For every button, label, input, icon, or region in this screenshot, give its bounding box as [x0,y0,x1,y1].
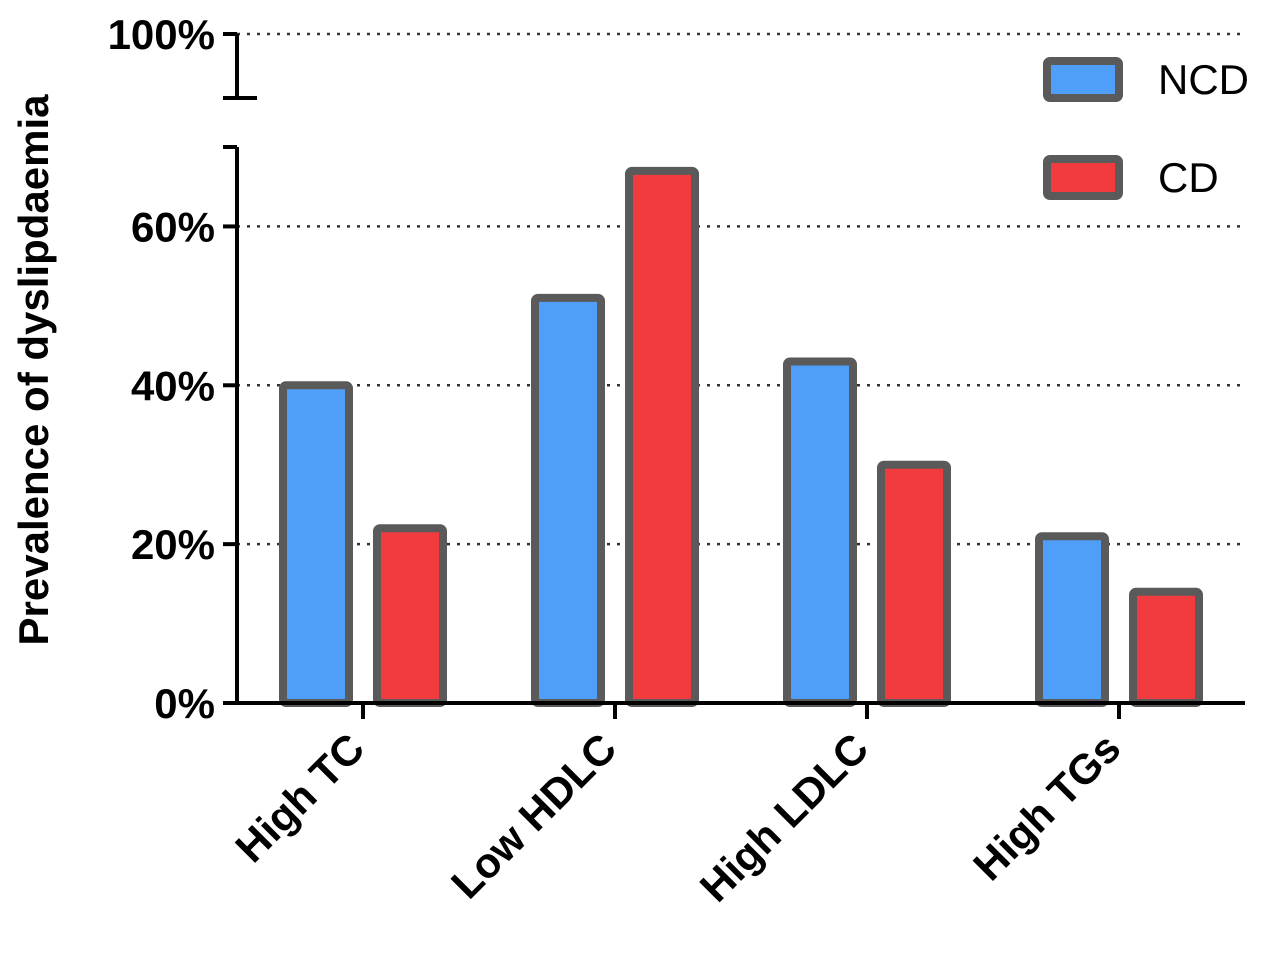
bar-ncd-0 [279,381,353,707]
gridlines [237,32,1245,546]
legend-swatch-ncd [1043,57,1123,102]
bar-cd-1 [625,166,699,708]
bar-cd-2 [877,460,951,708]
y-tick-labels: 0% 20% 40% 60% 100% [108,11,215,727]
bar-ncd-2 [783,357,857,707]
axes [223,32,1245,719]
legend-label-ncd: NCD [1158,56,1249,103]
legend-label-cd: CD [1158,154,1219,201]
legend-swatch-cd [1043,155,1123,200]
x-category-labels: High TC Low HDLC High LDLC High TGs [226,724,1129,911]
bar-cd-0 [373,524,447,707]
bar-ncd-1 [531,293,605,707]
legend: NCD CD [1043,56,1249,201]
x-category-label: High TC [226,724,373,871]
bar-ncd-3 [1035,532,1109,708]
x-category-label: Low HDLC [442,724,625,907]
y-tick-label: 20% [131,521,215,568]
y-tick-label: 60% [131,203,215,250]
y-tick-label: 0% [154,680,215,727]
bar-cd-3 [1129,587,1203,707]
x-category-label: High LDLC [691,724,878,911]
y-tick-label: 40% [131,362,215,409]
x-category-label: High TGs [964,724,1129,889]
y-axis-label: Prevalence of dyslipdaemia [10,94,57,646]
y-tick-label: 100% [108,11,215,58]
bars [279,166,1203,708]
